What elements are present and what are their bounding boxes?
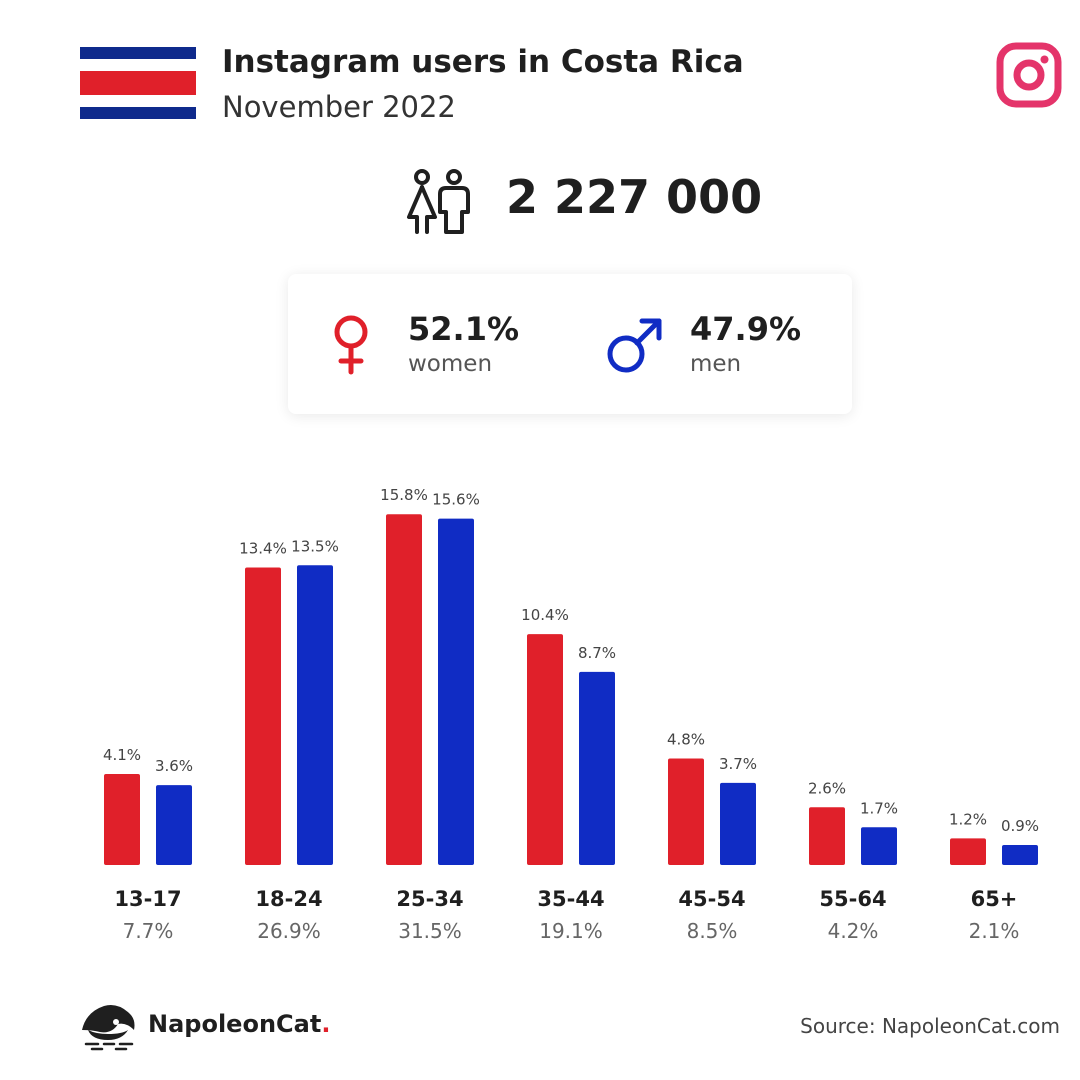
page-subtitle: November 2022 [222,90,456,124]
category-total-35-44: 19.1% [539,919,603,943]
value-label-men-55-64: 1.7% [860,799,898,817]
value-label-women-55-64: 2.6% [808,779,846,797]
category-label-45-54: 45-54 [678,887,745,911]
value-label-men-18-24: 13.5% [291,537,339,555]
male-icon [607,318,662,373]
category-label-18-24: 18-24 [255,887,322,911]
category-total-25-34: 31.5% [398,919,462,943]
bar-men-65+ [1002,845,1038,865]
gender-breakdown-card: 52.1% women 47.9% men [288,274,852,414]
category-label-13-17: 13-17 [114,887,181,911]
bar-women-35-44 [527,634,563,865]
category-total-18-24: 26.9% [257,919,321,943]
female-icon [334,315,368,375]
brand-dot: . [321,1010,331,1038]
bar-women-55-64 [809,807,845,865]
value-label-men-35-44: 8.7% [578,644,616,662]
bar-men-25-34 [438,518,474,865]
instagram-icon [996,42,1062,108]
women-percentage: 52.1% [408,310,520,348]
value-label-women-65+: 1.2% [949,810,987,828]
men-label: men [690,351,742,377]
bar-women-45-54 [668,758,704,865]
users-icon [407,169,470,234]
bar-women-25-34 [386,514,422,865]
men-percentage: 47.9% [690,310,802,348]
value-label-women-35-44: 10.4% [521,606,569,624]
category-label-65+: 65+ [971,887,1018,911]
category-total-45-54: 8.5% [687,919,738,943]
women-label: women [408,351,493,377]
napoleoncat-logo-icon [82,1005,135,1051]
bar-women-65+ [950,838,986,865]
value-label-men-45-54: 3.7% [719,755,757,773]
brand-name: NapoleonCat. [148,1010,330,1038]
value-label-men-65+: 0.9% [1001,817,1039,835]
category-label-25-34: 25-34 [396,887,463,911]
category-label-35-44: 35-44 [537,887,604,911]
page-title: Instagram users in Costa Rica [222,44,744,80]
category-label-55-64: 55-64 [819,887,886,911]
value-label-men-13-17: 3.6% [155,757,193,775]
bar-women-13-17 [104,773,140,865]
value-label-women-13-17: 4.1% [103,746,141,764]
costa-rica-flag-icon [80,47,196,119]
age-gender-bar-chart: 4.1% 3.6% 13-17 7.7% 13.4% 13.5% 18-24 26.9% 15.… [103,486,1039,943]
category-total-13-17: 7.7% [123,919,174,943]
bar-women-18-24 [245,567,281,865]
value-label-women-45-54: 4.8% [667,730,705,748]
bar-men-35-44 [579,671,615,865]
total-users-value: 2 227 000 [506,170,763,224]
bar-men-18-24 [297,565,333,865]
bar-men-45-54 [720,782,756,865]
category-total-55-64: 4.2% [828,919,879,943]
value-label-men-25-34: 15.6% [432,491,480,509]
brand-text: NapoleonCat [148,1010,322,1038]
category-total-65+: 2.1% [969,919,1020,943]
bar-men-13-17 [156,785,192,865]
bar-men-55-64 [861,827,897,865]
source-credit: Source: NapoleonCat.com [800,1014,1060,1038]
value-label-women-25-34: 15.8% [380,486,428,504]
value-label-women-18-24: 13.4% [239,540,287,558]
